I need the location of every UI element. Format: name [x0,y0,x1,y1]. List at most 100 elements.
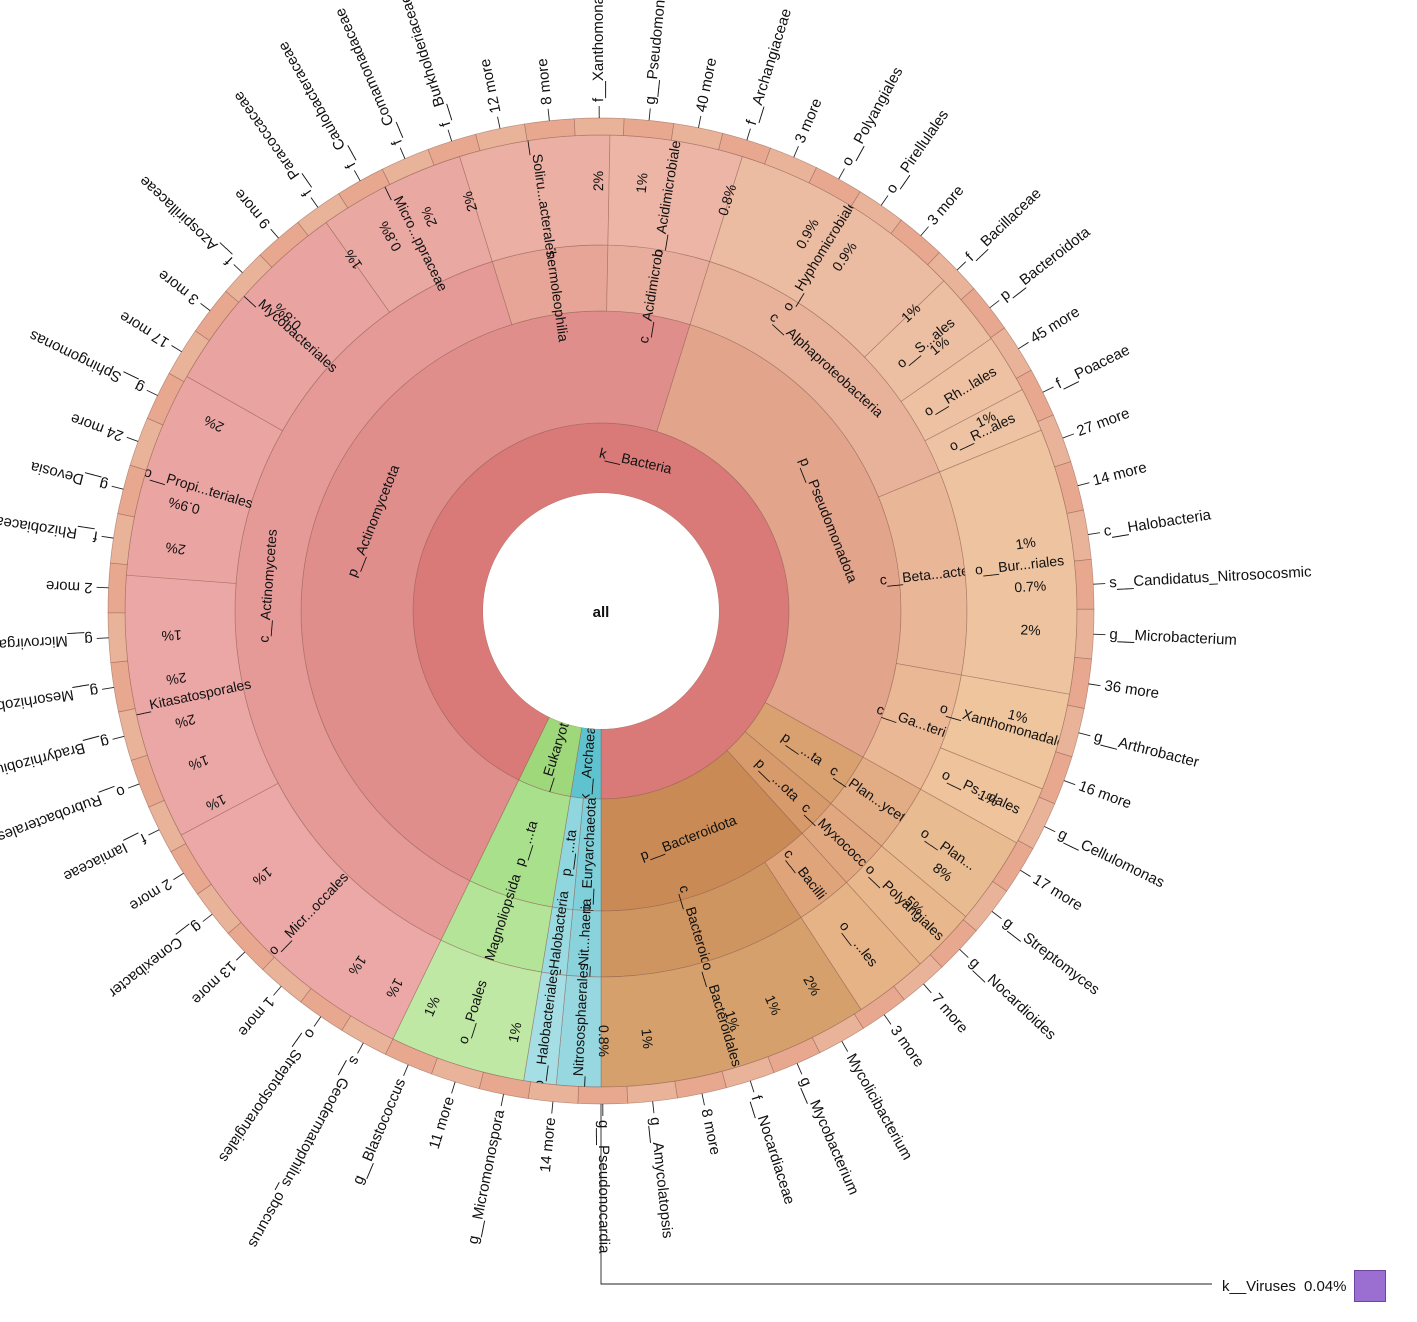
leader-line [1020,869,1031,877]
leader-line [749,1080,755,1093]
outer-segment [385,1038,438,1075]
leader-line [126,436,139,442]
leader-line [1093,633,1106,636]
leader-line [1044,826,1056,833]
outer-label: f__Burkholderiaceae [397,0,455,129]
outer-label: 3 more [155,266,202,308]
leader-line [403,1064,409,1076]
outer-label: 16 more [1076,778,1134,813]
leader-line [551,1101,554,1114]
leader-line [357,1042,364,1054]
leader-line [1093,583,1106,585]
pct-label: 1% [1014,534,1036,553]
pct-label: 0.7% [1014,578,1047,596]
outer-label: f__Poaceae [1053,342,1132,393]
pct-label: 1% [161,627,182,644]
outer-label: 24 more [68,410,126,445]
outer-label: 14 more [1091,459,1149,489]
outer-label: f__Comamonadaceae [332,5,406,147]
outer-label: s__Geodermatophilus_obscurus [245,1053,364,1250]
pct-label: 1% [976,786,1001,809]
leader-line [883,1014,892,1025]
outer-label: g__Blastococcus [349,1076,409,1187]
outer-label: 11 more [426,1095,458,1152]
leader-line [701,1093,705,1106]
center-hole [483,493,719,729]
outer-segment [573,117,625,137]
leader-line [920,226,929,237]
outer-label: g__Pseudomonas [642,0,671,105]
leader-line [313,1016,322,1027]
viruses-leader-line [600,1104,1212,1285]
outer-segment [107,562,128,614]
outer-label: 12 more [477,57,505,114]
outer-label: g__Micromonospora [464,1108,508,1246]
leader-line [838,168,845,180]
leader-line [96,637,109,639]
leader-line [235,951,246,961]
leader-line [200,302,211,312]
outer-label: 3 more [924,182,967,229]
outer-label: f__Azospirillaceae [136,172,236,268]
leader-line [497,116,501,129]
leader-line [171,345,182,353]
leader-line [111,485,124,490]
leader-line [698,115,702,128]
outer-label: f__Iamiaceae [61,830,149,885]
leader-line [652,1101,655,1114]
leader-line [923,983,932,994]
leader-line [989,300,1000,309]
pct-label: 1% [638,1028,656,1050]
outer-label: c__Halobacteria [1102,506,1212,540]
outer-label: f__Bacillaceae [962,185,1044,265]
leader-line [547,108,550,121]
outer-label: g__Amycolatopsis [646,1116,676,1239]
leader-line [270,228,279,239]
leader-line [648,108,651,121]
pct-label: 2% [201,413,226,436]
leader-line [1088,683,1101,687]
outer-label: g__Mycobacterium [796,1074,862,1197]
outer-label: o__Pirellulales [883,107,952,197]
outer-label: 13 more [188,957,240,1007]
viruses-legend: k__Viruses 0.04% [1222,1270,1387,1302]
leader-line [102,686,115,690]
leader-line [1018,341,1029,350]
outer-label: g__Pseudonocardia [595,1120,612,1254]
outer-label: f__Paracoccaceae [230,88,315,199]
outer-label: 9 more [231,185,274,231]
outer-label: g__Sphingomonas [27,327,147,397]
pct-label: 2% [174,711,198,732]
sunburst-rings: k__Bacteriak__Archaeak__Eukaryotap__Acti… [124,130,1078,1100]
leader-line [1062,433,1075,439]
leader-line [112,735,125,740]
leader-line [880,195,889,206]
outer-label: 17 more [117,308,173,351]
viruses-label: k__Viruses [1222,1277,1296,1295]
pct-label: 1% [722,1008,743,1032]
pct-label: 0.8% [596,1025,612,1057]
leader-line [451,1081,456,1094]
leader-line [202,913,213,922]
outer-label: 3 more [792,96,826,146]
pct-label: 0.9% [167,494,202,517]
leader-line [353,170,361,182]
outer-label: 40 more [693,56,721,113]
leader-line [793,146,799,158]
outer-label: p__Bacteroidota [997,223,1094,304]
leader-line [1077,482,1090,487]
leader-line [841,1040,849,1052]
outer-label: 17 more [1030,871,1086,914]
outer-label: 14 more [537,1117,559,1173]
outer-label: 7 more [928,990,971,1036]
outer-label: g__Microbacterium [1109,626,1237,649]
center-label: all [593,604,610,621]
leader-line [173,872,184,881]
outer-label: f__Xanthomonadaceae [590,0,608,102]
leader-line [127,783,140,789]
outer-label: g__Microvirga [0,631,93,653]
outer-label: g__Nocardioides [966,954,1060,1044]
pct-label: 2% [417,205,440,230]
outer-segment [107,612,129,664]
